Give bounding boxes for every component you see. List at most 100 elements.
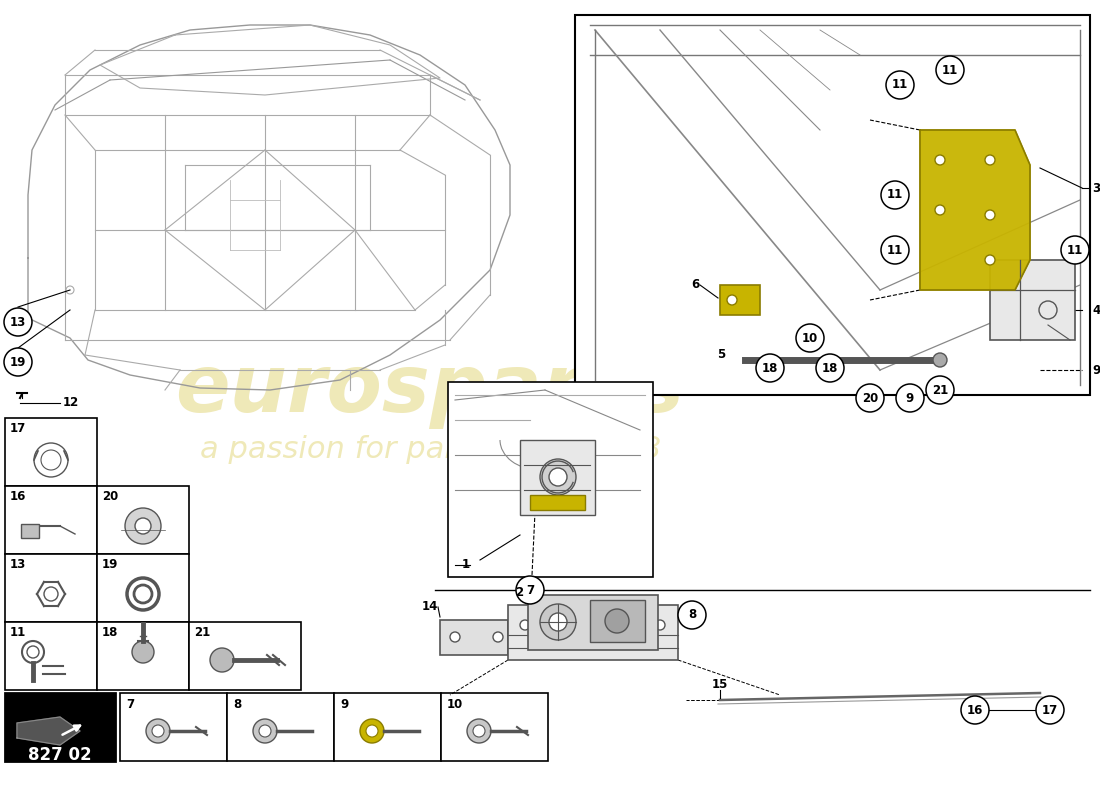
Text: 5: 5 — [717, 349, 725, 362]
Text: 8: 8 — [688, 609, 696, 622]
Circle shape — [540, 459, 576, 495]
Circle shape — [678, 601, 706, 629]
Text: 17: 17 — [1042, 703, 1058, 717]
Circle shape — [935, 205, 945, 215]
Text: 3: 3 — [1092, 182, 1100, 194]
Text: 18: 18 — [762, 362, 778, 374]
Text: 8: 8 — [233, 698, 241, 710]
Bar — [530, 495, 585, 510]
Bar — [441, 693, 548, 761]
Text: 11: 11 — [10, 626, 26, 639]
Circle shape — [493, 632, 503, 642]
Bar — [6, 693, 115, 761]
Circle shape — [253, 719, 277, 743]
Circle shape — [450, 632, 460, 642]
Circle shape — [727, 295, 737, 305]
Text: 21: 21 — [194, 626, 210, 639]
Bar — [990, 260, 1075, 340]
Circle shape — [540, 620, 550, 630]
Bar — [440, 620, 508, 655]
Circle shape — [125, 508, 161, 544]
Text: 1: 1 — [462, 558, 470, 571]
Text: 15: 15 — [712, 678, 728, 691]
Circle shape — [926, 376, 954, 404]
Circle shape — [756, 354, 784, 382]
Circle shape — [210, 648, 234, 672]
Text: 11: 11 — [892, 78, 909, 91]
Circle shape — [134, 585, 152, 603]
Bar — [227, 693, 334, 761]
Circle shape — [44, 587, 58, 601]
Bar — [528, 595, 658, 650]
Circle shape — [1062, 236, 1089, 264]
Bar — [189, 622, 301, 690]
Text: 4: 4 — [1092, 303, 1100, 317]
Text: 7: 7 — [126, 698, 134, 710]
Circle shape — [516, 576, 544, 604]
Text: eurospares: eurospares — [176, 351, 684, 429]
Text: 17: 17 — [10, 422, 26, 435]
Circle shape — [1036, 696, 1064, 724]
Text: 20: 20 — [862, 391, 878, 405]
Text: 21: 21 — [932, 383, 948, 397]
Circle shape — [28, 646, 38, 658]
Circle shape — [135, 518, 151, 534]
Bar — [575, 15, 1090, 395]
Bar — [6, 554, 97, 622]
Bar — [520, 440, 595, 515]
Text: 11: 11 — [942, 63, 958, 77]
Text: 18: 18 — [102, 626, 119, 639]
Circle shape — [816, 354, 844, 382]
Circle shape — [4, 348, 32, 376]
Text: 9: 9 — [906, 391, 914, 405]
Text: 6: 6 — [692, 278, 700, 291]
Text: 18: 18 — [822, 362, 838, 374]
Text: 20: 20 — [102, 490, 119, 503]
Bar — [120, 693, 227, 761]
Text: 9: 9 — [340, 698, 349, 710]
Circle shape — [473, 725, 485, 737]
Text: 16: 16 — [10, 490, 26, 503]
Circle shape — [896, 384, 924, 412]
Text: 9: 9 — [1092, 363, 1100, 377]
Circle shape — [886, 71, 914, 99]
Circle shape — [146, 719, 170, 743]
Circle shape — [856, 384, 884, 412]
Circle shape — [796, 324, 824, 352]
Text: a passion for parts since 1988: a passion for parts since 1988 — [199, 435, 660, 465]
Circle shape — [961, 696, 989, 724]
Polygon shape — [16, 717, 80, 745]
Bar — [508, 605, 678, 660]
Circle shape — [936, 56, 964, 84]
Bar — [6, 486, 97, 554]
Bar — [334, 693, 441, 761]
Text: 7: 7 — [526, 583, 535, 597]
Circle shape — [881, 181, 909, 209]
Text: 12: 12 — [63, 397, 79, 410]
Circle shape — [152, 725, 164, 737]
Text: 10: 10 — [447, 698, 463, 710]
Text: 19: 19 — [10, 355, 26, 369]
Text: 13: 13 — [10, 315, 26, 329]
Circle shape — [468, 719, 491, 743]
Circle shape — [984, 255, 996, 265]
Text: 10: 10 — [802, 331, 818, 345]
Text: 11: 11 — [887, 189, 903, 202]
Circle shape — [935, 155, 945, 165]
Text: 19: 19 — [102, 558, 119, 571]
Circle shape — [549, 468, 566, 486]
Circle shape — [4, 308, 32, 336]
Circle shape — [654, 620, 666, 630]
Circle shape — [366, 725, 378, 737]
Circle shape — [881, 236, 909, 264]
Text: 11: 11 — [887, 243, 903, 257]
Text: 14: 14 — [421, 601, 438, 614]
Bar — [21, 524, 38, 538]
Bar — [97, 622, 189, 690]
Circle shape — [360, 719, 384, 743]
Polygon shape — [920, 130, 1030, 290]
Circle shape — [520, 620, 530, 630]
Bar — [448, 382, 653, 577]
Circle shape — [933, 353, 947, 367]
Circle shape — [258, 725, 271, 737]
